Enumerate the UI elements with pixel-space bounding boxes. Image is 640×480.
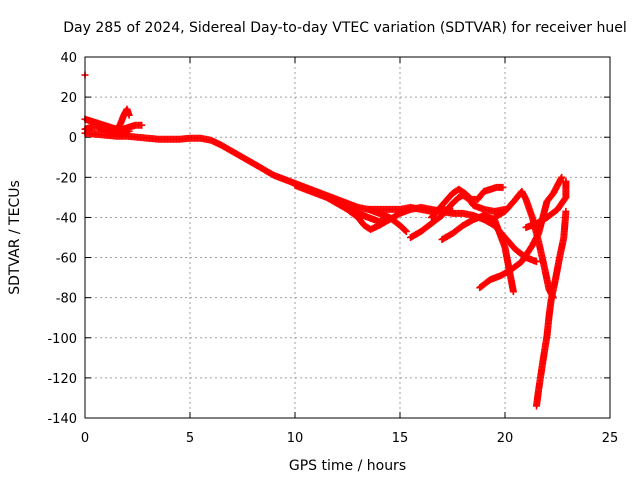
data-point bbox=[138, 121, 146, 129]
y-tick-label: -80 bbox=[56, 292, 77, 307]
data-point bbox=[401, 226, 409, 234]
y-tick-label: -140 bbox=[47, 412, 77, 427]
data-point bbox=[499, 183, 507, 191]
y-tick-label: -120 bbox=[47, 372, 77, 387]
data-point bbox=[533, 258, 540, 266]
series-trace-branch-a bbox=[344, 205, 393, 233]
x-tick-label: 0 bbox=[81, 431, 89, 446]
series-trace-drop bbox=[533, 207, 570, 410]
data-point bbox=[402, 227, 410, 235]
y-axis-title: SDTVAR / TECUs bbox=[7, 180, 23, 295]
x-tick-label: 25 bbox=[602, 431, 619, 446]
x-tick-label: 10 bbox=[287, 431, 304, 446]
series-trace-start-spike bbox=[113, 105, 133, 135]
y-tick-label: -60 bbox=[56, 252, 77, 267]
series-trace-low-arc bbox=[438, 211, 517, 296]
series-trace-branch-b bbox=[365, 205, 410, 235]
data-point bbox=[562, 177, 570, 185]
data-point bbox=[125, 111, 133, 119]
y-tick-label: 20 bbox=[60, 91, 77, 106]
plot-frame bbox=[84, 56, 611, 419]
x-tick-label: 20 bbox=[497, 431, 514, 446]
x-tick-label: 5 bbox=[186, 431, 194, 446]
x-axis-title: GPS time / hours bbox=[289, 458, 406, 474]
y-tick-label: -40 bbox=[56, 211, 77, 226]
series-trace-hump bbox=[428, 183, 507, 221]
data-point bbox=[558, 173, 566, 181]
y-tick-label: 0 bbox=[69, 131, 77, 146]
y-tick-label: -20 bbox=[56, 171, 77, 186]
series-trace-cross bbox=[491, 187, 557, 302]
data-point bbox=[562, 207, 570, 215]
y-axis: 40 20 0 -20 -40 -60 -80 -100 -120 -140 bbox=[47, 51, 610, 427]
series-trace-end-loop bbox=[522, 177, 570, 231]
x-axis: 0 5 10 15 20 25 bbox=[81, 57, 618, 446]
data-point bbox=[125, 127, 133, 135]
grid bbox=[85, 57, 610, 418]
chart-title: Day 285 of 2024, Sidereal Day-to-day VTE… bbox=[63, 20, 626, 36]
y-tick-label: -100 bbox=[47, 332, 77, 347]
x-tick-label: 15 bbox=[392, 431, 409, 446]
data-point bbox=[509, 288, 517, 296]
y-tick-label: 40 bbox=[60, 51, 77, 66]
data-series bbox=[81, 71, 570, 410]
